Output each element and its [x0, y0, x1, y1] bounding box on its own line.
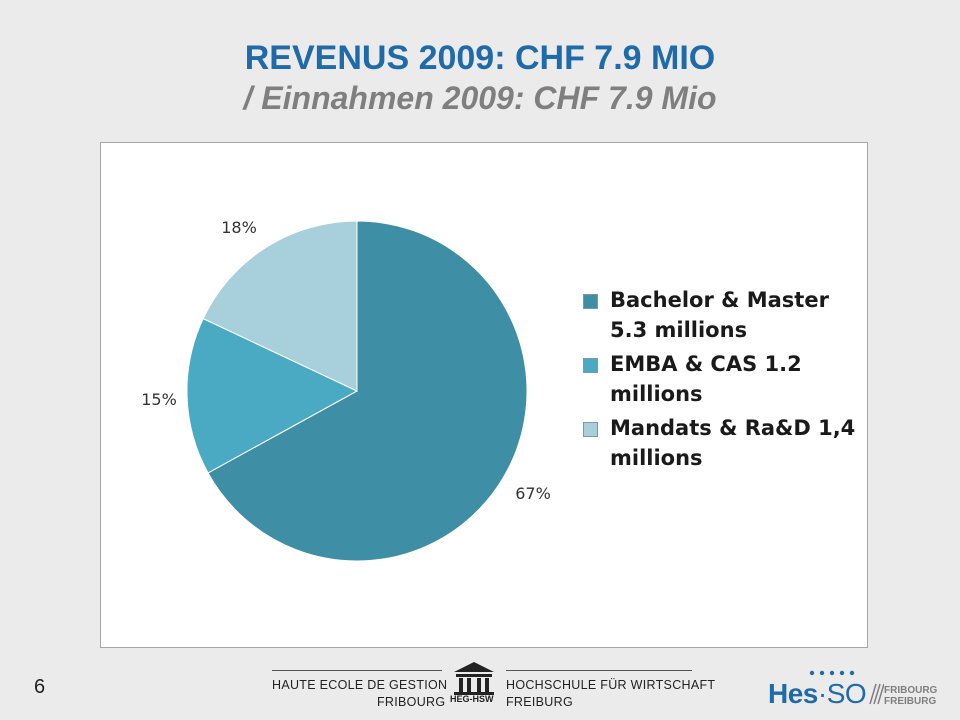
legend-label: EMBA & CAS 1.2 millions	[610, 352, 802, 406]
hes-logo-main: Hes	[768, 678, 818, 709]
page-number: 6	[34, 676, 46, 698]
legend-label: Mandats & Ra&D 1,4 millions	[610, 416, 856, 470]
hes-slashes-icon	[862, 682, 885, 711]
slide-title-block: REVENUS 2009: CHF 7.9 MIO / Einnahmen 20…	[0, 38, 960, 118]
pie-slice-label: 18%	[221, 218, 257, 237]
legend-swatch	[583, 294, 598, 309]
footer-city-de: FREIBURG	[506, 695, 573, 709]
hes-city-names: FRIBOURG FREIBURG	[884, 685, 937, 707]
pie-slice-label: 67%	[515, 484, 551, 503]
footer-city-fr: FRIBOURG	[377, 695, 446, 709]
heg-logo-icon: HEG-HSW	[448, 660, 500, 711]
legend-item: Bachelor & Master 5.3 millions	[583, 285, 863, 345]
footer-school-name-fr: HAUTE ECOLE DE GESTION	[272, 678, 448, 692]
slide-title: REVENUS 2009: CHF 7.9 MIO	[244, 39, 716, 77]
hes-city-fr: FRIBOURG	[884, 685, 938, 696]
legend-swatch	[583, 358, 598, 373]
hes-dots-icon	[808, 664, 856, 682]
hes-logo-so: ·SO	[817, 678, 867, 709]
chart-legend: Bachelor & Master 5.3 millions EMBA & CAS…	[583, 285, 863, 477]
pie-slice	[202, 220, 358, 392]
hes-so-logo: Hes·SO	[768, 678, 867, 710]
pie-slice	[186, 317, 359, 474]
slide-subtitle: / Einnahmen 2009: CHF 7.9 Mio	[243, 80, 717, 116]
pie-chart: 67% 15% 18%	[141, 218, 551, 562]
legend-item: Mandats & Ra&D 1,4 millions	[583, 413, 863, 473]
hes-city-de: FREIBURG	[884, 696, 937, 707]
chart-frame: 67% 15% 18% Bachelor & Master 5.3 millions…	[100, 142, 868, 648]
legend-label: Bachelor & Master 5.3 millions	[610, 288, 829, 342]
footer-rule-right	[506, 670, 692, 671]
legend-item: EMBA & CAS 1.2 millions	[583, 349, 863, 409]
pie-slice-label: 15%	[141, 390, 177, 409]
pie-slice	[207, 220, 528, 562]
heg-logo-text: HEG-HSW	[450, 694, 494, 704]
legend-swatch	[583, 422, 598, 437]
footer-school-name-de: HOCHSCHULE FÜR WIRTSCHAFT	[506, 678, 716, 692]
footer-rule-left	[272, 670, 442, 671]
